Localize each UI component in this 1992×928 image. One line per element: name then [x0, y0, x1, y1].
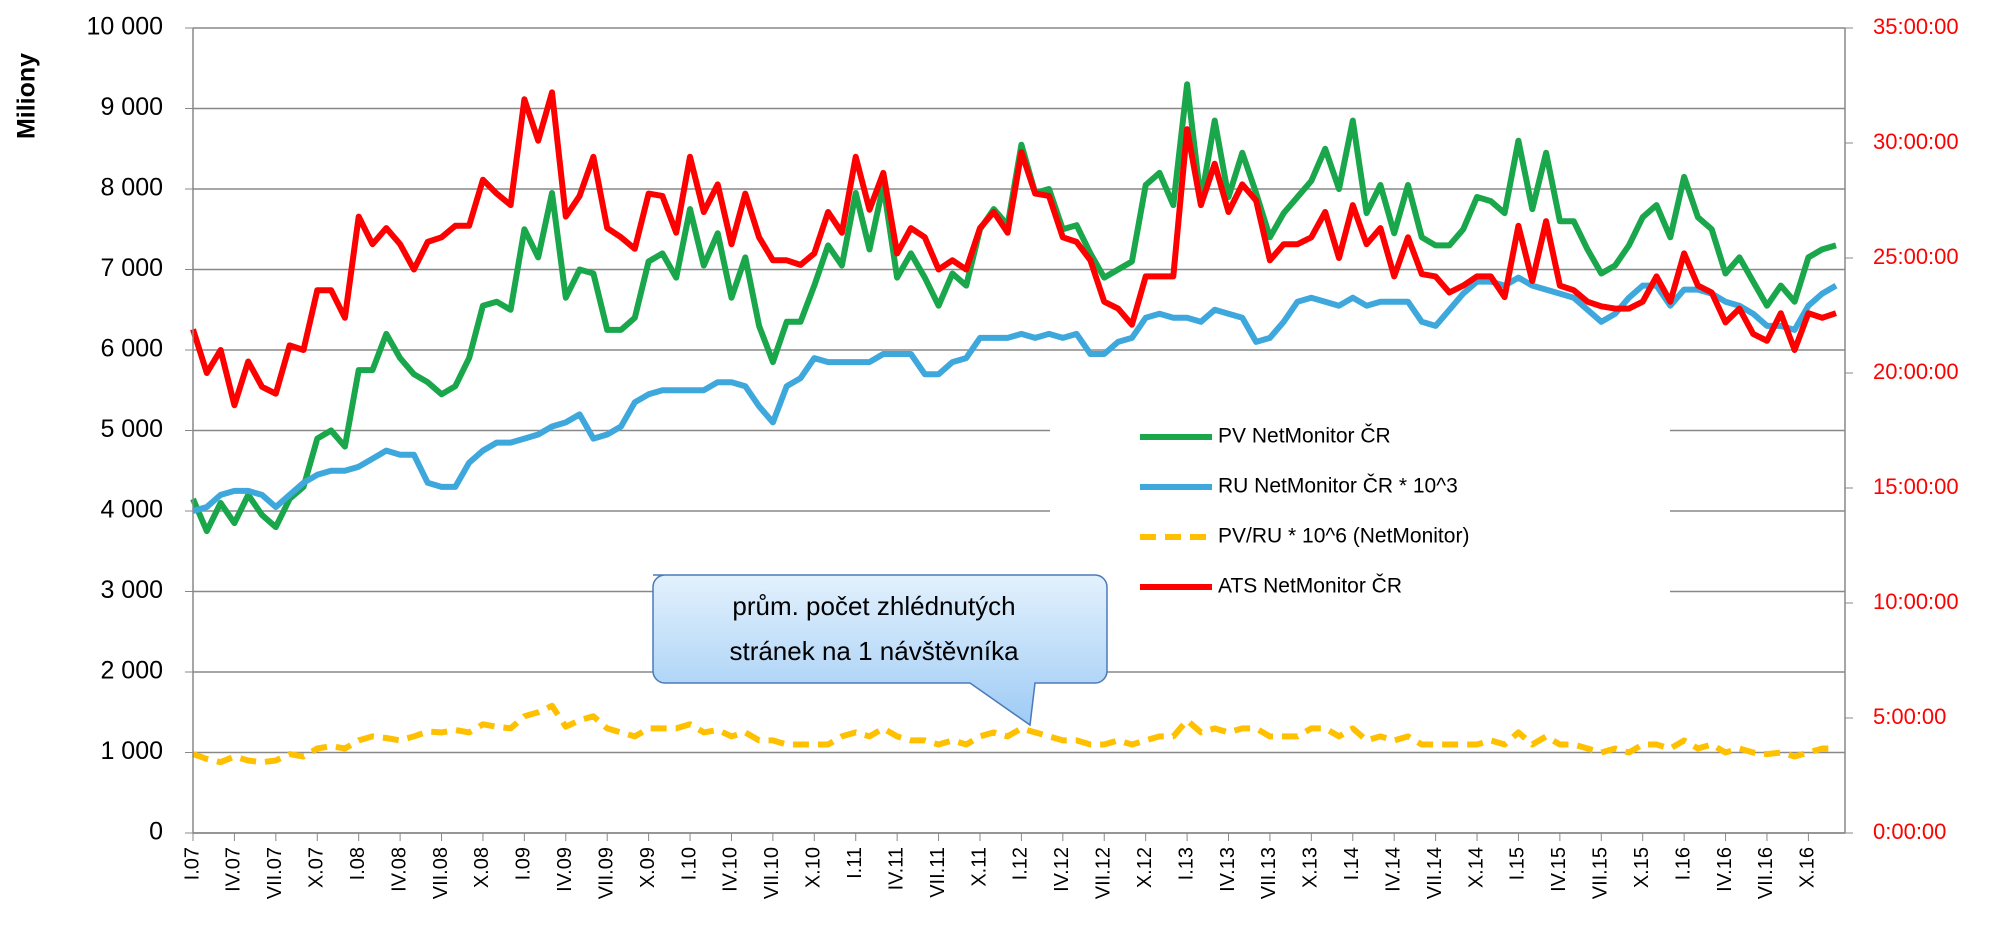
x-tick-label: IV.15 [1548, 847, 1570, 892]
y-tick-label: 4 000 [100, 496, 163, 524]
x-tick-label: X.07 [306, 847, 328, 888]
x-tick-label: VII.08 [430, 847, 452, 899]
y2-tick-label: 15:00:00 [1873, 474, 1959, 499]
x-tick-label: X.09 [637, 847, 659, 888]
y2-tick-label: 30:00:00 [1873, 129, 1959, 154]
legend-label: ATS NetMonitor ČR [1218, 575, 1402, 598]
y-tick-label: 1 000 [100, 737, 163, 765]
x-tick-label: IV.13 [1217, 847, 1239, 892]
y2-tick-label: 35:00:00 [1873, 14, 1959, 39]
legend-label: RU NetMonitor ČR * 10^3 [1218, 475, 1458, 498]
x-tick-label: VII.12 [1093, 847, 1115, 899]
legend-label: PV/RU * 10^6 (NetMonitor) [1218, 525, 1469, 548]
y2-tick-label: 10:00:00 [1873, 589, 1959, 614]
y2-tick-label: 20:00:00 [1873, 359, 1959, 384]
annotation: stránek na 1 návštěvníka [729, 636, 1019, 666]
series-line [192, 702, 1836, 766]
axes: 0 1 000 2 000 3 000 4 000 5 000 6 000 7 000 8 00… [87, 13, 1959, 900]
plot [190, 81, 1838, 766]
x-tick-label: X.13 [1300, 847, 1322, 888]
x-tick-label: I.07 [181, 847, 203, 880]
y-tick-label: 5 000 [100, 415, 163, 443]
y2-tick-label: 25:00:00 [1873, 244, 1959, 269]
x-tick-label: X.11 [968, 847, 990, 887]
x-tick-label: VII.13 [1258, 847, 1280, 899]
y-tick-label: 6 000 [100, 335, 163, 363]
x-tick-label: X.10 [803, 847, 825, 888]
y2-tick-label: 5:00:00 [1873, 704, 1946, 729]
x-tick-label: X.16 [1797, 847, 1819, 888]
x-tick-label: IV.14 [1382, 847, 1404, 892]
x-tick-label: VII.11 [927, 847, 949, 898]
y-tick-label: 8 000 [100, 174, 163, 202]
callout [652, 574, 1108, 727]
x-tick-label: X.12 [1134, 847, 1156, 888]
x-tick-label: I.12 [1010, 847, 1032, 880]
series-line [190, 89, 1837, 409]
y-tick-label: 3 000 [100, 576, 163, 604]
x-tick-label: IV.16 [1714, 847, 1736, 892]
x-tick-label: I.14 [1341, 847, 1363, 880]
x-tick-label: X.08 [471, 847, 493, 888]
legend-label: PV NetMonitor ČR [1218, 425, 1391, 448]
series-line [192, 274, 1838, 514]
x-tick-label: IV.10 [720, 847, 742, 892]
x-tick-label: VII.09 [595, 847, 617, 899]
x-tick-label: I.11 [844, 847, 866, 879]
y-tick-label: 0 [149, 818, 163, 846]
x-tick-label: I.13 [1175, 847, 1197, 880]
x-tick-label: VII.15 [1590, 847, 1612, 899]
x-tick-label: IV.09 [554, 847, 576, 892]
x-tick-label: IV.07 [223, 847, 245, 892]
x-tick-label: IV.12 [1051, 847, 1073, 892]
x-tick-label: I.08 [347, 847, 369, 880]
x-tick-label: X.14 [1465, 847, 1487, 888]
x-tick-label: VII.16 [1755, 847, 1777, 899]
annotation: prům. počet zhlédnutých [732, 591, 1015, 621]
x-tick-label: I.16 [1672, 847, 1694, 880]
y-tick-label: 2 000 [100, 657, 163, 685]
x-tick-label: VII.14 [1424, 847, 1446, 899]
x-tick-label: VII.07 [264, 847, 286, 899]
y2-tick-label: 0:00:00 [1873, 819, 1946, 844]
y-tick-label: 7 000 [100, 254, 163, 282]
x-tick-label: IV.08 [388, 847, 410, 892]
x-tick-label: X.15 [1631, 847, 1653, 888]
x-tick-label: I.15 [1507, 847, 1529, 880]
x-tick-label: VII.10 [761, 847, 783, 899]
x-tick-label: IV.11 [885, 847, 907, 890]
x-tick-label: I.10 [678, 847, 700, 880]
y-axis-label: Miliony [13, 53, 41, 139]
y-tick-label: 9 000 [100, 93, 163, 121]
x-tick-label: I.09 [513, 847, 535, 880]
y-tick-label: 10 000 [87, 13, 163, 41]
